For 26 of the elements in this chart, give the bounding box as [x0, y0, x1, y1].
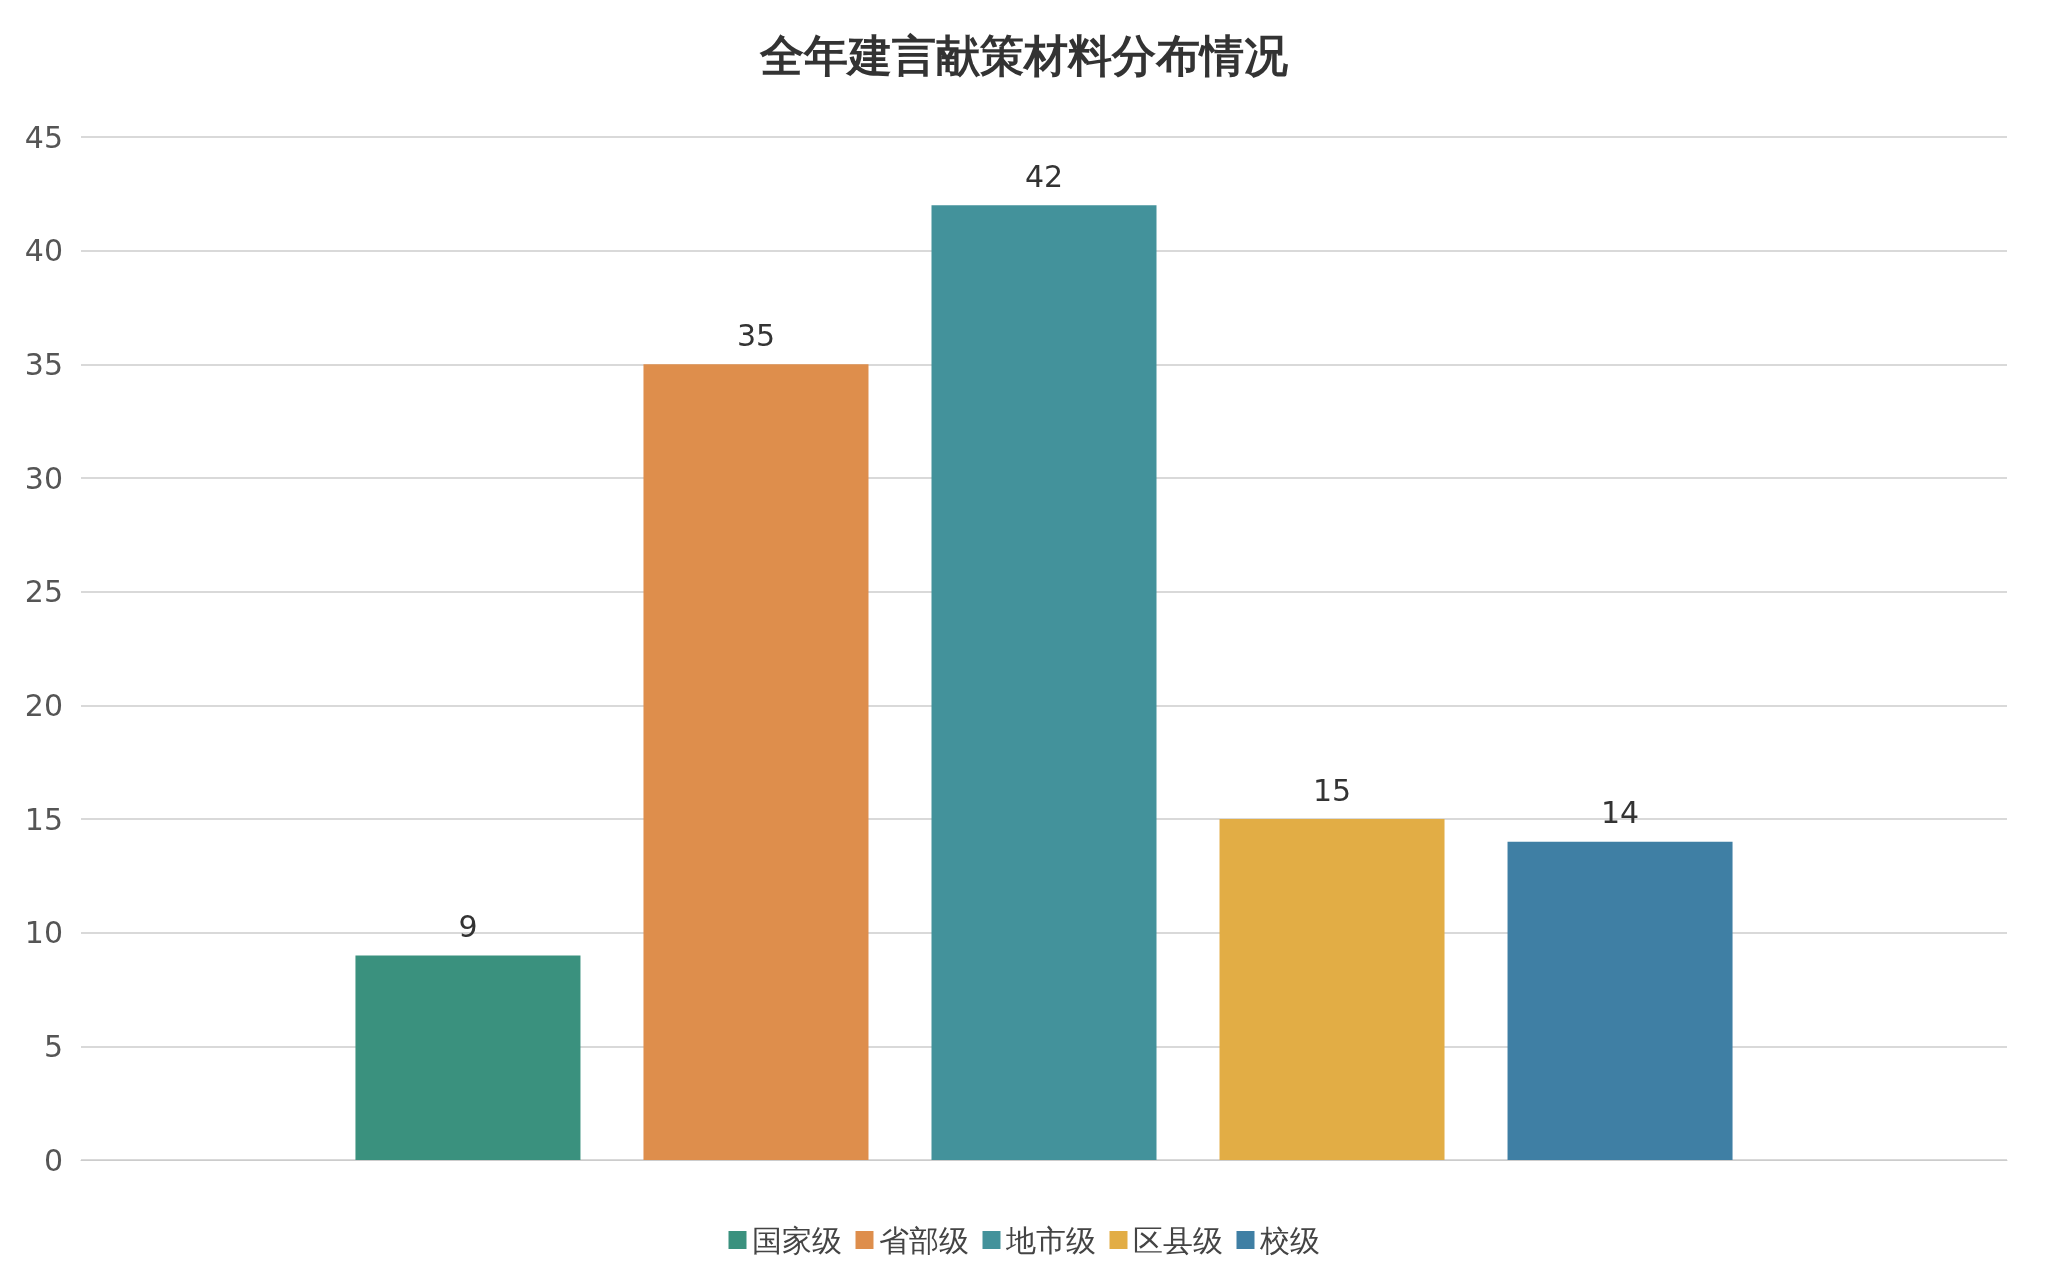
data-label: 42 [1024, 158, 1064, 194]
y-tick-label: 15 [24, 801, 63, 837]
data-label: 14 [1600, 795, 1640, 831]
y-tick-label: 10 [24, 915, 63, 951]
data-label: 35 [736, 317, 776, 353]
bar [1507, 841, 1733, 1160]
y-tick-label: 0 [43, 1142, 63, 1178]
y-tick-label: 35 [24, 346, 63, 382]
bar [643, 364, 869, 1160]
y-tick-label: 20 [24, 687, 63, 723]
legend-label: 地市级 [1004, 1222, 1096, 1258]
bar [931, 205, 1157, 1160]
bar [1219, 819, 1445, 1160]
legend-label: 校级 [1258, 1222, 1320, 1258]
data-label: 15 [1312, 772, 1352, 808]
data-label: 9 [458, 908, 478, 944]
legend-label: 区县级 [1132, 1222, 1223, 1258]
y-tick-label: 40 [24, 233, 63, 269]
y-tick-label: 5 [43, 1028, 63, 1064]
chart-title: 全年建言献策材料分布情况 [759, 29, 1288, 81]
legend-label: 国家级 [751, 1222, 842, 1258]
legend-label: 省部级 [878, 1222, 969, 1258]
bar [355, 955, 581, 1160]
y-tick-label: 45 [24, 119, 63, 155]
y-tick-label: 25 [24, 574, 63, 610]
y-tick-label: 30 [24, 460, 63, 496]
